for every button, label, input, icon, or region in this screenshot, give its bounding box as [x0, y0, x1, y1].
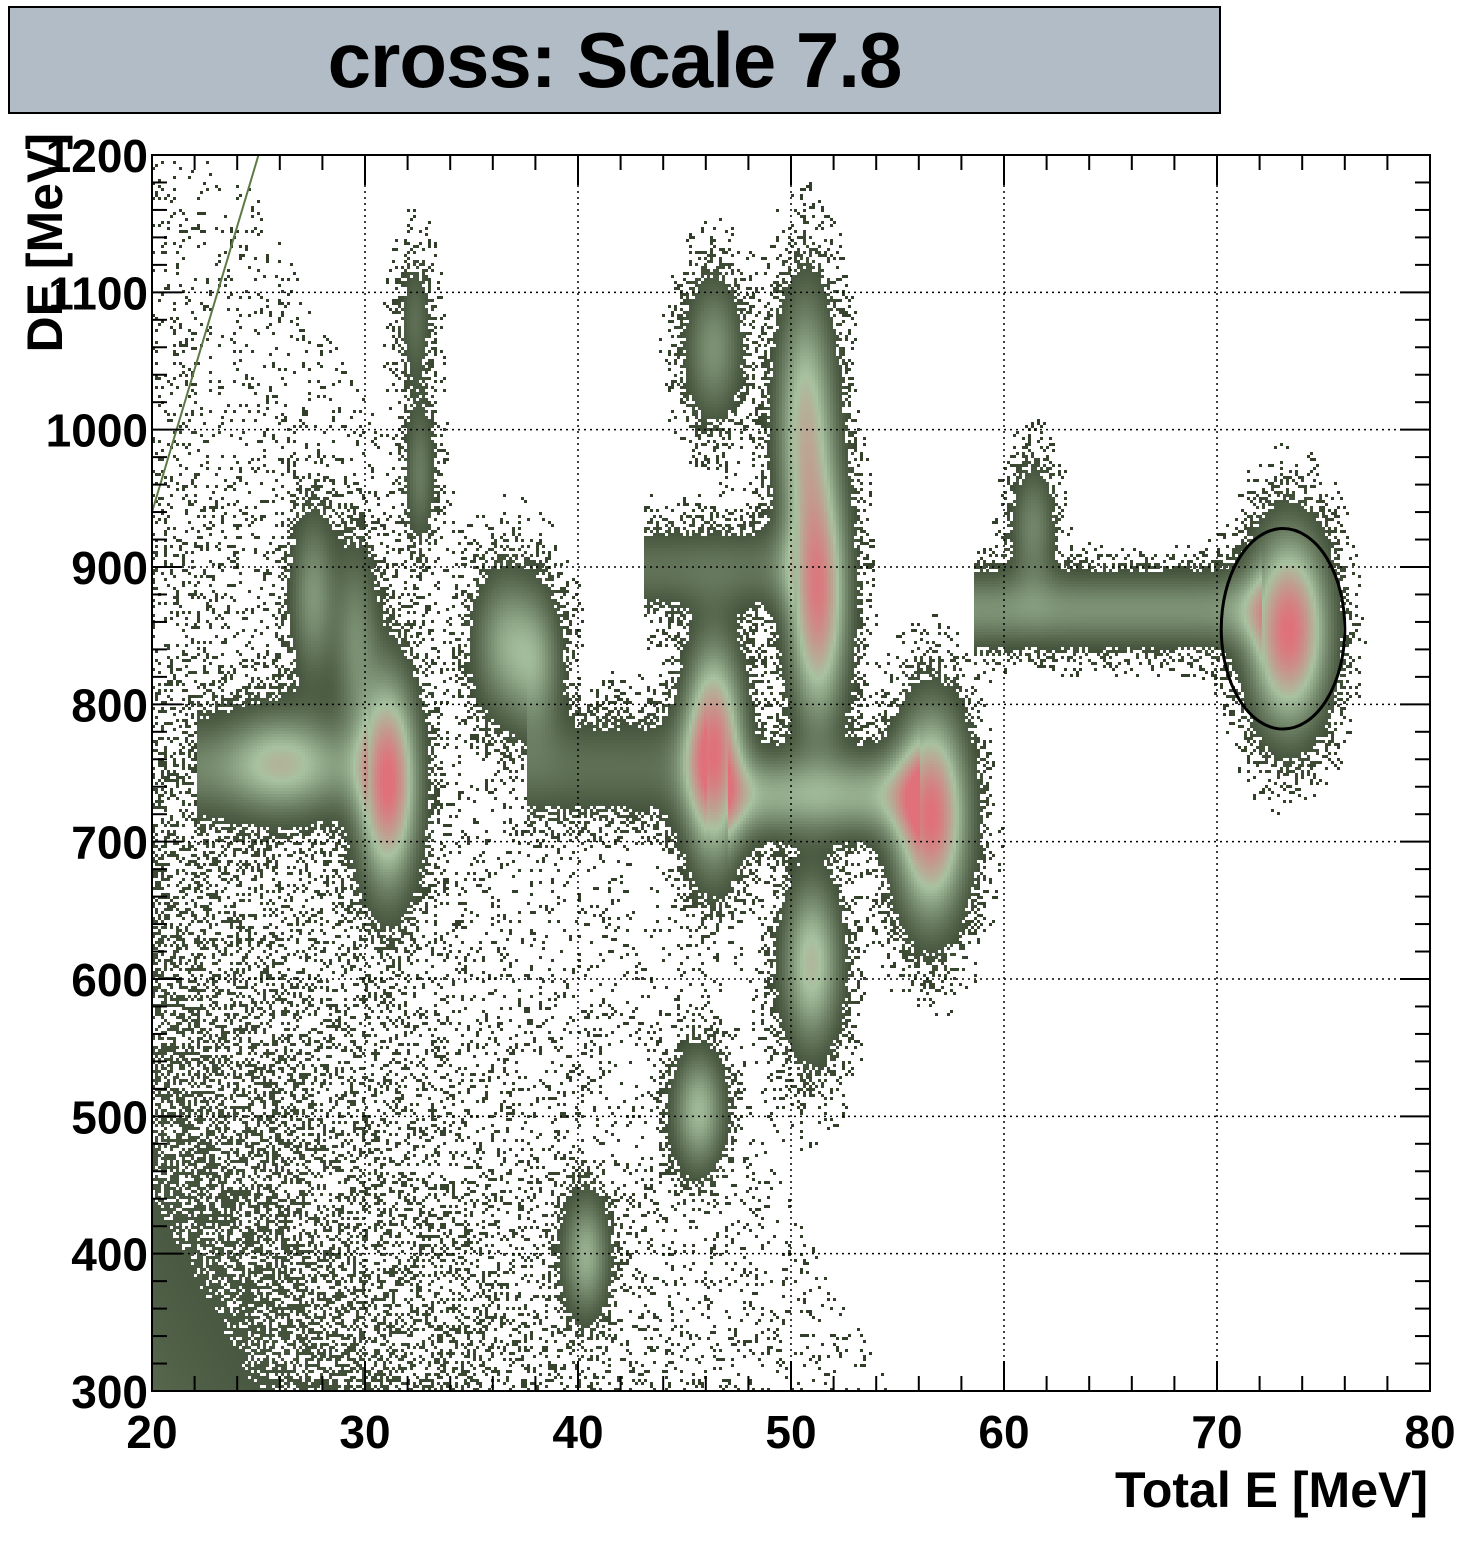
ticks — [151, 154, 1431, 1392]
x-tick-label: 20 — [126, 1406, 177, 1458]
density-cells — [923, 764, 926, 767]
selection-ellipse — [1219, 527, 1347, 731]
density-cells — [152, 260, 1346, 1391]
y-tick-label: 500 — [71, 1091, 148, 1143]
y-tick-label: 600 — [71, 954, 148, 1006]
density-cells — [911, 770, 914, 773]
density-cells — [215, 806, 218, 809]
x-tick-label: 80 — [1404, 1406, 1455, 1458]
density-cells — [1289, 668, 1292, 671]
x-tick-label: 40 — [552, 1406, 603, 1458]
tick-labels: 20 30 40 50 60 70 80 300 400 500 600 700 800 900 1000 1… — [46, 130, 1456, 1458]
plot-area — [152, 161, 1367, 1391]
density-cells — [809, 533, 812, 536]
chart-title-box: cross: Scale 7.8 — [8, 6, 1221, 114]
y-tick-label: 1000 — [46, 405, 148, 457]
chart-title: cross: Scale 7.8 — [327, 15, 903, 104]
density-cells — [236, 185, 1367, 1391]
y-tick-label: 1100 — [48, 267, 148, 319]
y-tick-label: 400 — [71, 1229, 148, 1281]
y-tick-label: 700 — [71, 817, 148, 869]
y-tick-label: 900 — [71, 542, 148, 594]
x-tick-label: 30 — [339, 1406, 390, 1458]
y-tick-label: 300 — [71, 1366, 148, 1418]
density-cells — [152, 203, 1355, 1391]
x-tick-label: 50 — [765, 1406, 816, 1458]
x-tick-label: 60 — [978, 1406, 1029, 1458]
annotations — [151, 154, 1347, 731]
density-cells — [803, 608, 806, 611]
x-tick-label: 70 — [1191, 1406, 1242, 1458]
y-axis-label: DE [MeV] — [17, 133, 73, 352]
density-cells — [794, 521, 797, 524]
density-cells — [200, 299, 1325, 1298]
grid — [152, 155, 1430, 1391]
x-axis-label: Total E [MeV] — [1115, 1462, 1428, 1518]
density-cells — [161, 470, 1340, 1370]
cut-line — [151, 154, 260, 513]
y-tick-label: 1200 — [46, 130, 148, 182]
density-cells — [197, 293, 1337, 1310]
y-tick-label: 800 — [71, 679, 148, 731]
density-cells — [152, 227, 1358, 1385]
